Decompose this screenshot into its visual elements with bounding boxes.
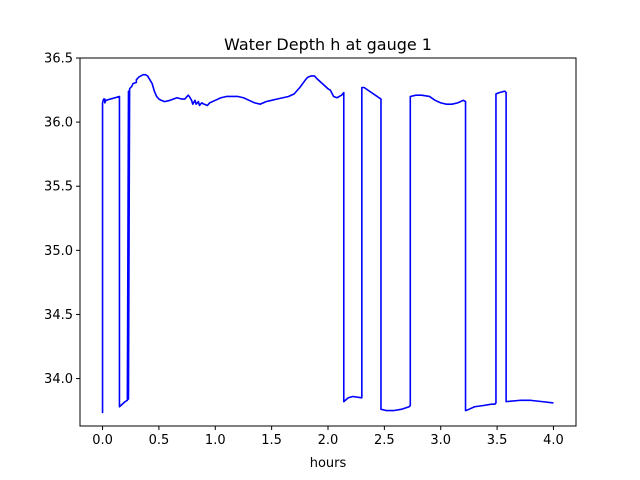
- x-tick-label: 1.0: [205, 433, 226, 448]
- x-tick-label: 0.0: [92, 433, 113, 448]
- y-tick-label: 35.5: [44, 180, 73, 195]
- plot-area: [101, 73, 554, 414]
- y-tick-label: 35.0: [44, 244, 73, 259]
- y-tick-label: 36.0: [44, 116, 73, 131]
- y-tick-label: 34.5: [44, 308, 73, 323]
- y-axis: 34.0 34.5 35.0 35.5 36.0 36.5: [44, 52, 80, 387]
- y-tick-label: 34.0: [44, 372, 73, 387]
- x-tick-label: 3.5: [487, 433, 508, 448]
- x-tick-label: 2.0: [318, 433, 339, 448]
- x-tick-label: 1.5: [261, 433, 282, 448]
- chart-title: Water Depth h at gauge 1: [224, 35, 432, 54]
- x-axis: 0.0 0.5 1.0 1.5 2.0 2.5 3.0 3.5 4.0: [92, 426, 564, 448]
- x-tick-label: 3.0: [430, 433, 451, 448]
- x-tick-label: 0.5: [149, 433, 170, 448]
- x-tick-label: 4.0: [543, 433, 564, 448]
- y-tick-label: 36.5: [44, 52, 73, 67]
- x-axis-label: hours: [310, 456, 347, 471]
- series-line-1: [101, 73, 554, 414]
- x-tick-label: 2.5: [374, 433, 395, 448]
